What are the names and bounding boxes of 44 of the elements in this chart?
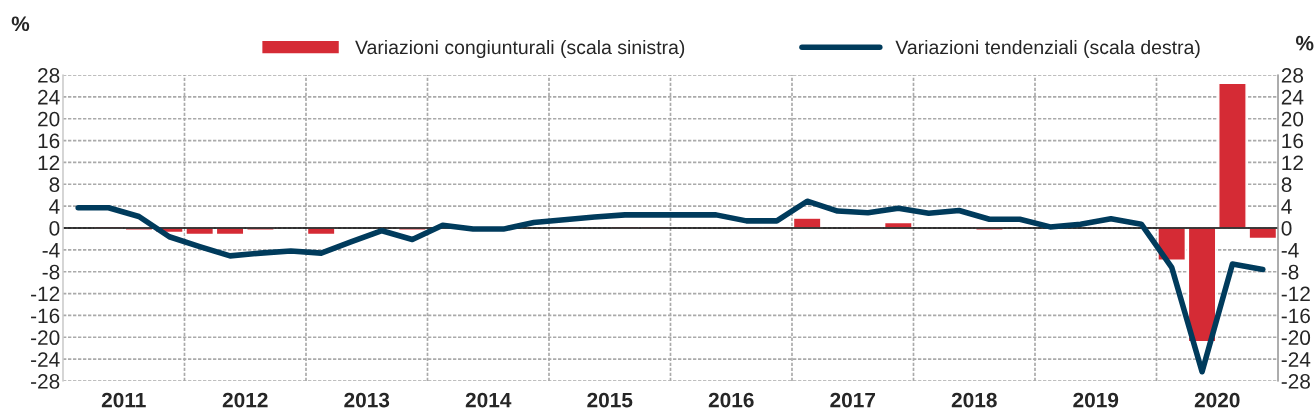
y2-tick-label: 4 — [1281, 199, 1292, 214]
y-tick-label: 28 — [38, 68, 60, 83]
y2-tick-label: -8 — [1281, 264, 1299, 280]
x-tick-label: 2020 — [1194, 392, 1240, 408]
y-tick-label: -28 — [31, 374, 60, 389]
y2-tick-label: 12 — [1282, 155, 1303, 170]
x-tick-label: 2014 — [465, 392, 512, 408]
y2-tick-label: 8 — [1281, 177, 1292, 193]
x-tick-label: 2012 — [222, 392, 268, 408]
legend-label: Variazioni tendenziali (scala destra) — [895, 39, 1200, 59]
y-tick-label: -8 — [42, 264, 60, 280]
y-tick-label: 12 — [38, 155, 60, 170]
y2-tick-label: -28 — [1281, 374, 1310, 389]
y-tick-label: -16 — [31, 308, 60, 324]
y2-tick-label: -4 — [1281, 243, 1299, 258]
y-tick-label: 8 — [49, 177, 60, 193]
x-tick-label: 2018 — [951, 392, 997, 408]
y2-tick-label: -12 — [1281, 286, 1310, 302]
y-tick-label: 16 — [38, 133, 60, 149]
y-tick-label: -4 — [42, 243, 60, 258]
y-tick-label: 24 — [38, 89, 60, 105]
x-tick-label: 2011 — [101, 392, 146, 408]
y-tick-label: -12 — [31, 286, 60, 302]
y-tick-label: 0 — [49, 221, 60, 236]
y2-tick-label: 24 — [1281, 89, 1304, 105]
y2-tick-label: 0 — [1281, 221, 1292, 236]
y2-tick-label: 20 — [1281, 111, 1304, 127]
y2-tick-label: 16 — [1282, 133, 1304, 149]
y-tick-label: 20 — [38, 111, 60, 127]
y2-tick-label: -24 — [1281, 352, 1311, 367]
x-tick-label: 2019 — [1073, 392, 1119, 408]
y-tick-label: -20 — [31, 330, 60, 346]
y-tick-label: -24 — [31, 352, 60, 367]
x-tick-label: 2016 — [708, 392, 754, 408]
y-axis-title: % — [11, 16, 30, 32]
x-tick-label: 2015 — [587, 392, 633, 408]
y-tick-label: 4 — [49, 199, 60, 214]
x-tick-label: 2013 — [344, 392, 390, 408]
y2-tick-label: -20 — [1281, 330, 1311, 346]
y2-tick-label: -16 — [1281, 308, 1310, 324]
x-tick-label: 2017 — [830, 392, 876, 408]
y2-axis-title: % — [1295, 35, 1314, 51]
legend-label: Variazioni congiunturali (scala sinistra) — [355, 39, 685, 59]
y2-tick-label: 28 — [1281, 68, 1304, 83]
